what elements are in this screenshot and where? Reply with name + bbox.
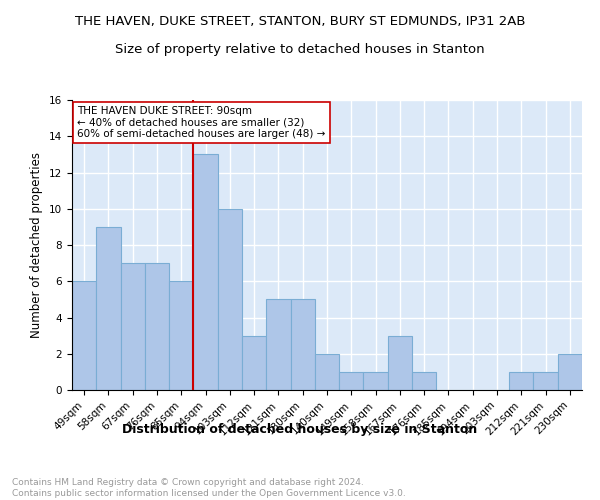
Bar	[266, 300, 290, 390]
Bar	[412, 372, 436, 390]
Bar	[388, 336, 412, 390]
Text: THE HAVEN, DUKE STREET, STANTON, BURY ST EDMUNDS, IP31 2AB: THE HAVEN, DUKE STREET, STANTON, BURY ST…	[75, 15, 525, 28]
Bar	[364, 372, 388, 390]
Bar	[509, 372, 533, 390]
Text: Size of property relative to detached houses in Stanton: Size of property relative to detached ho…	[115, 42, 485, 56]
Bar	[315, 354, 339, 390]
Bar	[242, 336, 266, 390]
Bar	[121, 263, 145, 390]
Bar	[72, 281, 96, 390]
Text: Distribution of detached houses by size in Stanton: Distribution of detached houses by size …	[122, 422, 478, 436]
Bar	[169, 281, 193, 390]
Bar	[339, 372, 364, 390]
Y-axis label: Number of detached properties: Number of detached properties	[31, 152, 43, 338]
Bar	[290, 300, 315, 390]
Bar	[558, 354, 582, 390]
Bar	[96, 227, 121, 390]
Text: THE HAVEN DUKE STREET: 90sqm
← 40% of detached houses are smaller (32)
60% of se: THE HAVEN DUKE STREET: 90sqm ← 40% of de…	[77, 106, 325, 139]
Text: Contains HM Land Registry data © Crown copyright and database right 2024.
Contai: Contains HM Land Registry data © Crown c…	[12, 478, 406, 498]
Bar	[193, 154, 218, 390]
Bar	[145, 263, 169, 390]
Bar	[533, 372, 558, 390]
Bar	[218, 209, 242, 390]
